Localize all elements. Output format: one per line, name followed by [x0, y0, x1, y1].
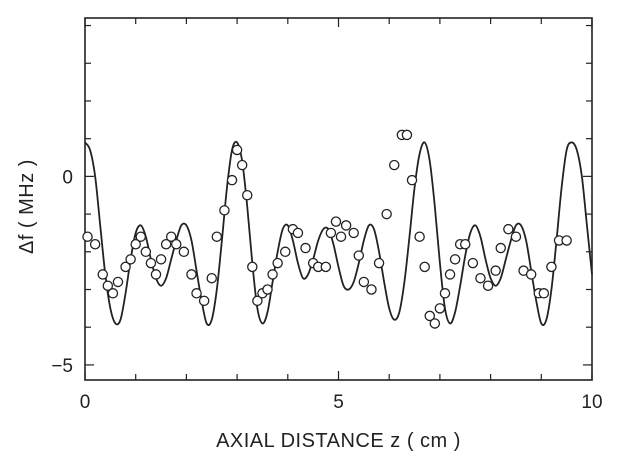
data-point [510, 231, 522, 242]
data-point [406, 174, 418, 186]
data-point [373, 257, 385, 269]
data-point [82, 231, 93, 242]
fitted-curve [84, 140, 593, 326]
data-point [561, 235, 572, 246]
data-point [186, 269, 197, 280]
data-point [444, 269, 456, 280]
data-point [231, 144, 243, 156]
data-point [280, 246, 291, 258]
data-point [252, 295, 263, 307]
data-point [503, 223, 514, 235]
data-point [145, 257, 157, 269]
data-point [366, 284, 377, 295]
data-point [198, 295, 210, 307]
y-tick-label: −5 [51, 356, 73, 377]
axis-tick-labels: 0 5 10 −5 0 [51, 167, 602, 413]
data-point [381, 208, 392, 220]
axis-ticks [84, 18, 593, 380]
data-point [439, 288, 451, 299]
data-point [112, 276, 124, 288]
data-point [490, 265, 501, 276]
data-point [525, 269, 537, 280]
data-point [429, 318, 441, 329]
data-point [401, 129, 413, 141]
data-point [330, 216, 342, 227]
data-point [320, 261, 332, 273]
data-point [89, 238, 101, 250]
data-point [236, 159, 248, 171]
data-point [226, 174, 238, 186]
data-point [165, 231, 177, 242]
data-point [135, 231, 147, 242]
x-tick-label: 5 [333, 392, 344, 413]
data-point [424, 310, 436, 322]
data-point [495, 242, 506, 254]
data-point [358, 276, 370, 288]
data-point [348, 227, 359, 239]
data-point [191, 288, 202, 299]
data-point [389, 159, 400, 171]
data-point [107, 288, 119, 299]
data-point [353, 250, 365, 261]
data-point [475, 272, 486, 284]
data-point [125, 254, 136, 265]
data-point [467, 257, 479, 269]
plot-frame [84, 17, 593, 381]
data-point [102, 280, 114, 291]
data-point [140, 246, 152, 258]
data-point [206, 272, 217, 284]
data-point [267, 269, 278, 280]
data-point [97, 269, 108, 280]
data-point [130, 238, 141, 250]
data-point [155, 254, 167, 265]
data-point [340, 220, 352, 231]
plot-area-border [84, 17, 593, 381]
data-point [459, 238, 471, 250]
data-point [449, 254, 461, 265]
data-point [211, 231, 223, 242]
x-tick-label: 0 [80, 392, 91, 413]
data-point [538, 288, 550, 299]
data-point [292, 227, 304, 239]
fitted-curve-layer [84, 140, 593, 326]
data-point [171, 238, 182, 250]
data-point [482, 280, 494, 291]
y-tick-label: 0 [62, 167, 73, 188]
data-point [247, 261, 258, 273]
data-points-layer [82, 129, 572, 329]
data-point [335, 231, 347, 242]
data-point [241, 189, 253, 201]
data-point [325, 227, 337, 239]
data-point [546, 261, 557, 273]
data-point [300, 242, 311, 254]
data-point [160, 238, 172, 250]
data-point [262, 284, 273, 295]
data-point [419, 261, 430, 273]
data-point [178, 246, 190, 258]
data-point [272, 257, 283, 269]
data-point [120, 261, 131, 273]
data-point [414, 231, 425, 242]
x-tick-label: 10 [581, 392, 602, 413]
data-point [219, 205, 230, 216]
y-axis-label: Δf ( MHz ) [16, 159, 38, 254]
data-point [434, 303, 446, 314]
x-axis-label: AXIAL DISTANCE z ( cm ) [216, 430, 461, 452]
data-point [150, 269, 162, 280]
